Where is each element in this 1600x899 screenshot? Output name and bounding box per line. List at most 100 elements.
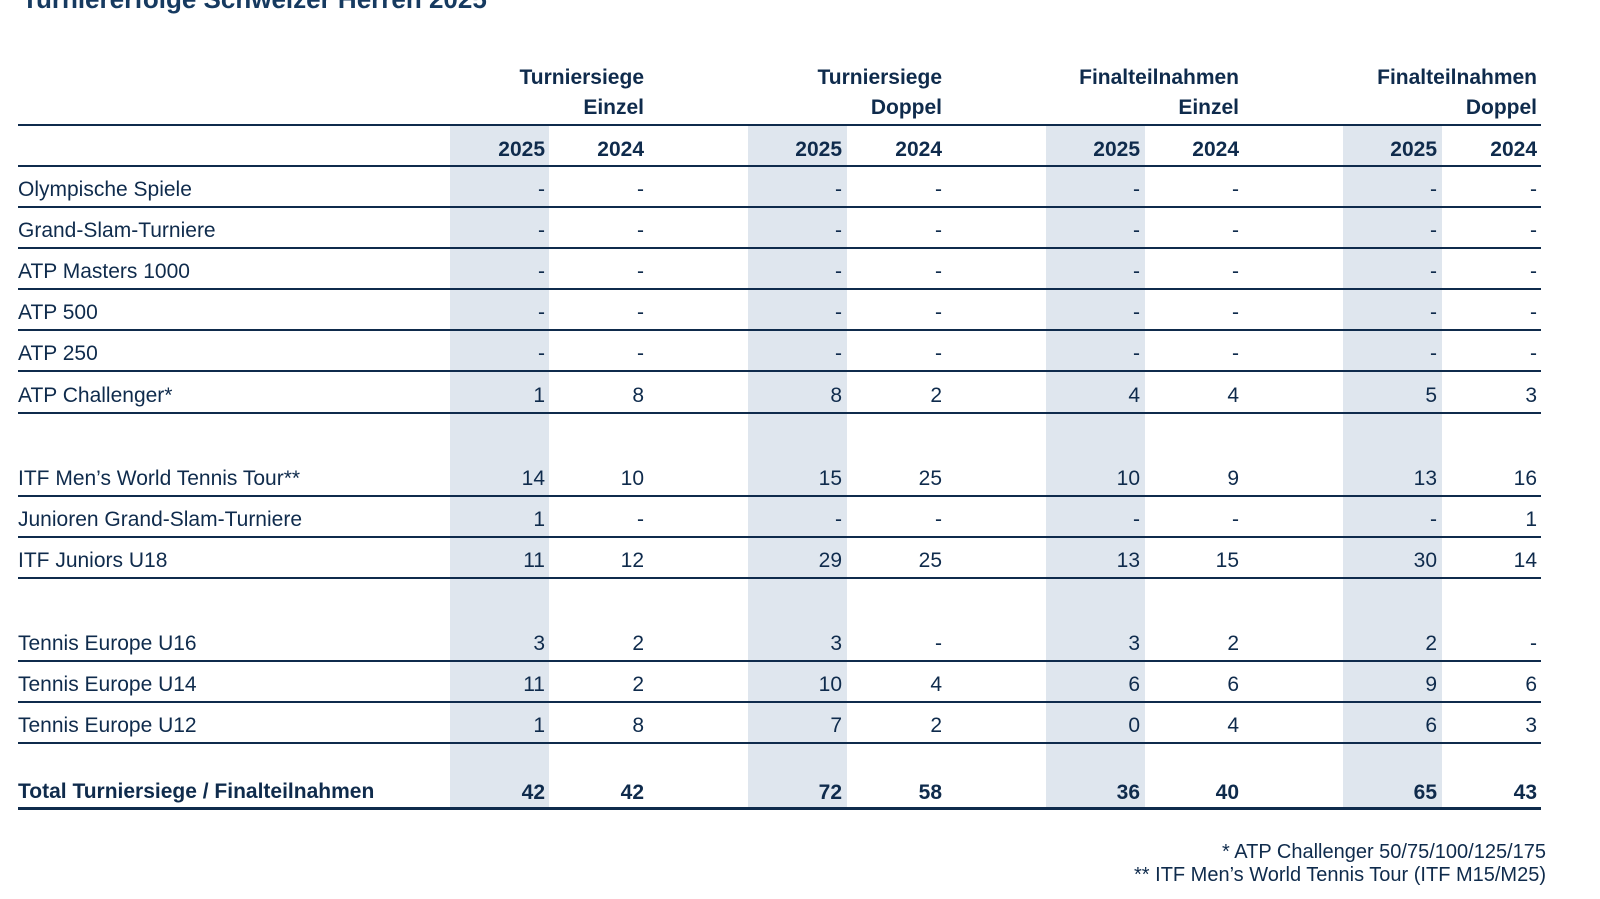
- table-cell: -: [637, 219, 644, 242]
- table-cell: 1: [533, 714, 545, 737]
- column-shade: [1343, 126, 1442, 808]
- table-cell: 15: [1215, 549, 1239, 572]
- table-cell: -: [1232, 508, 1239, 531]
- table-cell: 30: [1413, 549, 1437, 572]
- table-cell: -: [935, 178, 942, 201]
- table-cell: -: [538, 342, 545, 365]
- table-cell: -: [538, 260, 545, 283]
- total-cell: 36: [1116, 781, 1140, 804]
- table-cell: -: [1232, 301, 1239, 324]
- table-cell: 5: [1425, 384, 1437, 407]
- table-cell: -: [538, 178, 545, 201]
- table-cell: -: [935, 508, 942, 531]
- year-header: 2025: [1390, 138, 1437, 161]
- table-cell: 3: [1525, 714, 1537, 737]
- row-divider: [18, 124, 1541, 126]
- table-cell: 12: [620, 549, 644, 572]
- row-divider: [18, 807, 1541, 810]
- table-cell: 0: [1128, 714, 1140, 737]
- table-cell: 29: [818, 549, 842, 572]
- table-cell: -: [1232, 178, 1239, 201]
- table-cell: -: [835, 301, 842, 324]
- row-divider: [18, 329, 1541, 331]
- row-label: Tennis Europe U16: [18, 632, 197, 655]
- table-cell: 6: [1227, 673, 1239, 696]
- row-label: Junioren Grand-Slam-Turniere: [18, 508, 303, 531]
- table-cell: -: [1530, 178, 1537, 201]
- table-cell: 9: [1227, 467, 1239, 490]
- table-cell: -: [1430, 178, 1437, 201]
- total-cell: 42: [521, 781, 545, 804]
- table-cell: -: [637, 178, 644, 201]
- row-label: ATP 250: [18, 342, 98, 365]
- table-cell: 1: [533, 384, 545, 407]
- table-cell: -: [637, 301, 644, 324]
- row-divider: [18, 288, 1541, 290]
- row-divider: [18, 701, 1541, 703]
- table-cell: -: [637, 342, 644, 365]
- row-label: ATP Masters 1000: [18, 260, 190, 283]
- table-cell: -: [637, 260, 644, 283]
- table-cell: -: [1232, 219, 1239, 242]
- total-cell: 72: [818, 781, 842, 804]
- table-cell: 4: [1128, 384, 1140, 407]
- table-cell: 1: [533, 508, 545, 531]
- year-header: 2024: [895, 138, 942, 161]
- year-header: 2024: [597, 138, 644, 161]
- table-cell: -: [1430, 301, 1437, 324]
- group-header: Doppel: [870, 96, 942, 119]
- table-cell: 1: [1525, 508, 1537, 531]
- row-divider: [18, 165, 1541, 167]
- row-divider: [18, 370, 1541, 372]
- table-cell: -: [935, 632, 942, 655]
- column-shade: [1046, 126, 1145, 808]
- row-divider: [18, 206, 1541, 208]
- table-cell: 15: [818, 467, 842, 490]
- table-cell: -: [1430, 342, 1437, 365]
- group-header: Doppel: [1465, 96, 1537, 119]
- row-label: Grand-Slam-Turniere: [18, 219, 216, 242]
- year-header: 2025: [1093, 138, 1140, 161]
- table-cell: 8: [830, 384, 842, 407]
- table-cell: -: [1430, 219, 1437, 242]
- table-cell: 13: [1413, 467, 1437, 490]
- total-cell: 43: [1513, 781, 1537, 804]
- table-cell: 16: [1513, 467, 1537, 490]
- row-divider: [18, 577, 1541, 579]
- table-cell: -: [1133, 219, 1140, 242]
- table-cell: 3: [830, 632, 842, 655]
- page-title: Turniererfolge Schweizer Herren 2025: [22, 0, 487, 14]
- table-cell: 4: [1227, 714, 1239, 737]
- table-cell: 14: [1513, 549, 1537, 572]
- footnote: ** ITF Men’s World Tennis Tour (ITF M15/…: [1134, 864, 1546, 886]
- total-cell: 40: [1215, 781, 1239, 804]
- table-cell: 2: [930, 714, 942, 737]
- table-cell: 4: [1227, 384, 1239, 407]
- table-cell: -: [935, 219, 942, 242]
- row-label: ATP Challenger*: [18, 384, 173, 407]
- table-cell: -: [1530, 301, 1537, 324]
- table-cell: -: [538, 301, 545, 324]
- table-cell: -: [1133, 178, 1140, 201]
- table-cell: 2: [1425, 632, 1437, 655]
- table-cell: 10: [620, 467, 644, 490]
- table-cell: 10: [818, 673, 842, 696]
- table-cell: 4: [930, 673, 942, 696]
- table-cell: 11: [523, 549, 545, 572]
- table-cell: 25: [918, 467, 942, 490]
- table-cell: -: [935, 301, 942, 324]
- table-cell: 10: [1116, 467, 1140, 490]
- row-divider: [18, 660, 1541, 662]
- table-cell: 6: [1525, 673, 1537, 696]
- column-shade: [450, 126, 549, 808]
- table-cell: -: [1530, 632, 1537, 655]
- table-cell: -: [1232, 260, 1239, 283]
- group-header: Finalteilnahmen: [1079, 66, 1239, 89]
- year-header: 2024: [1192, 138, 1239, 161]
- group-header: Turniersiege: [519, 66, 644, 89]
- table-cell: 25: [918, 549, 942, 572]
- total-cell: 58: [918, 781, 942, 804]
- table-cell: 8: [632, 714, 644, 737]
- group-header: Einzel: [1178, 96, 1239, 119]
